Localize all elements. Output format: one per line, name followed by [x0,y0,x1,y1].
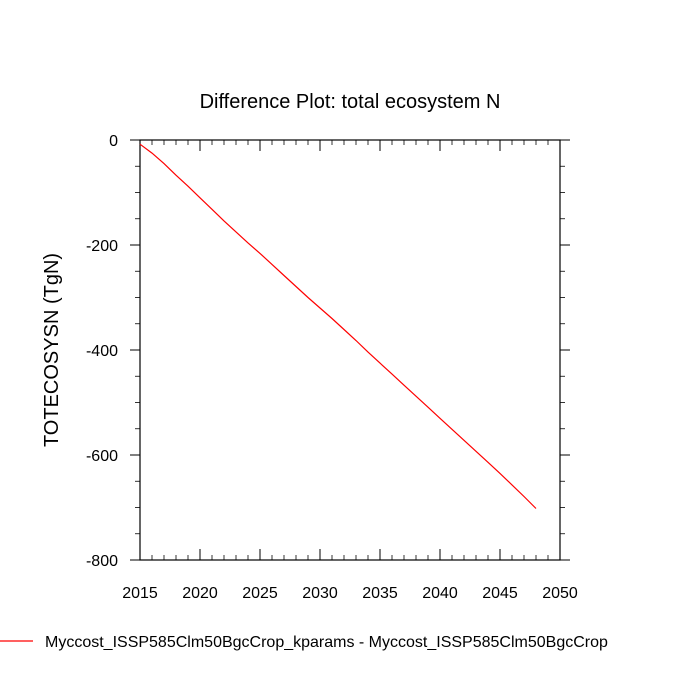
x-tick-label: 2020 [182,585,218,602]
y-tick-label: -800 [86,553,118,570]
x-tick-label: 2015 [122,585,158,602]
legend: Myccost_ISSP585Clm50BgcCrop_kparams - My… [0,634,608,651]
y-tick-label: 0 [109,133,118,150]
legend-label: Myccost_ISSP585Clm50BgcCrop_kparams - My… [45,634,608,651]
chart-title: Difference Plot: total ecosystem N [200,91,501,113]
y-axis-label: TOTECOSYSN (TgN) [41,253,63,447]
x-tick-label: 2040 [422,585,458,602]
x-tick-label: 2045 [482,585,518,602]
y-tick-label: -400 [86,343,118,360]
series-line [139,143,537,509]
x-tick-label: 2035 [362,585,398,602]
plot-frame [139,139,561,561]
x-tick-label: 2050 [542,585,578,602]
y-tick-label: -600 [86,448,118,465]
series-layer [139,143,537,509]
axes: 2015 2020 2025 2030 2035 2040 2045 2050 0 -200 -40… [86,133,578,602]
y-tick-label: -200 [86,238,118,255]
x-tick-label: 2030 [302,585,338,602]
x-tick-label: 2025 [242,585,278,602]
